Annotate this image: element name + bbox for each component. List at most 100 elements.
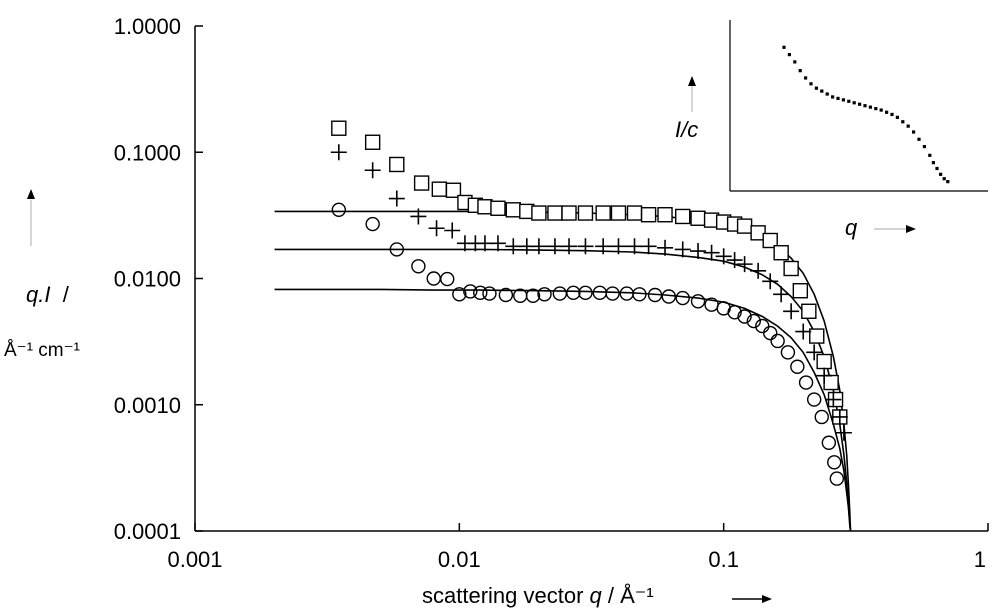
y-axis-arrow xyxy=(27,189,35,246)
x-tick-label: 0.01 xyxy=(438,547,481,572)
square-point xyxy=(816,353,832,370)
fit-curve xyxy=(274,288,852,532)
plus-point xyxy=(773,286,790,303)
inset-point xyxy=(809,82,813,86)
inset-point xyxy=(804,76,808,80)
square-point xyxy=(626,205,643,221)
square-point xyxy=(595,205,611,221)
circle-point xyxy=(482,286,497,301)
circle-point xyxy=(763,325,778,341)
circle-point xyxy=(661,289,676,304)
square-point xyxy=(610,205,627,221)
square-point xyxy=(736,218,753,234)
inset-point xyxy=(863,104,867,108)
square-point xyxy=(505,202,521,218)
plus-point xyxy=(626,238,643,255)
inset-point xyxy=(879,108,883,112)
circle-point xyxy=(592,285,608,301)
inset-y-axis-title: I/c xyxy=(675,117,698,142)
y-axis-symbol: q.I xyxy=(26,282,51,307)
plus-point xyxy=(736,256,753,273)
square-point xyxy=(762,232,778,249)
inset-point xyxy=(901,120,905,124)
circle-point xyxy=(770,333,785,349)
inset-point xyxy=(939,172,943,176)
inset-plot: I/c q xyxy=(675,20,988,240)
plus-point xyxy=(364,162,381,179)
plus-point xyxy=(726,252,743,269)
circle-point xyxy=(473,285,488,301)
circle-point xyxy=(365,216,380,232)
circle-point xyxy=(566,285,581,301)
circle-point xyxy=(552,286,568,301)
circle-point xyxy=(605,286,620,301)
square-point xyxy=(331,120,347,136)
main-plot: 0.0001 0.0010 0.0100 0.1000 1.0000 0.001 0.01… xyxy=(27,14,989,608)
circle-point xyxy=(829,471,845,486)
circle-point xyxy=(411,259,426,274)
x-ticks: 0.001 0.01 0.1 1 xyxy=(167,523,989,572)
square-point xyxy=(561,205,577,221)
inset-point xyxy=(814,86,818,90)
plus-point xyxy=(428,220,445,237)
inset-point xyxy=(906,124,910,128)
square-point xyxy=(577,205,594,221)
fit-curve xyxy=(274,248,852,532)
inset-point xyxy=(890,112,894,117)
square-point xyxy=(364,134,381,150)
plus-point xyxy=(657,239,674,256)
circle-point xyxy=(463,284,478,299)
plus-point xyxy=(690,243,707,260)
square-point xyxy=(773,245,789,261)
plus-point xyxy=(783,303,800,320)
square-point xyxy=(531,205,547,221)
plus-point xyxy=(674,241,691,258)
x-axis-arrow xyxy=(732,595,772,603)
inset-point xyxy=(935,166,939,171)
inset-point xyxy=(895,115,899,119)
y-axis-title: q.I / xyxy=(26,282,69,307)
square-point xyxy=(547,205,563,221)
fit-curves xyxy=(274,210,852,532)
square-point xyxy=(413,175,430,191)
circle-point xyxy=(525,288,541,303)
square-point xyxy=(809,328,825,344)
x-tick-label: 0.001 xyxy=(167,547,222,572)
y-tick-label: 0.0100 xyxy=(114,267,181,292)
plus-point xyxy=(750,262,767,279)
data-points xyxy=(330,120,852,486)
x-axis-title: scattering vector q / Å⁻¹ xyxy=(422,583,654,608)
square-point xyxy=(640,207,657,223)
square-point xyxy=(690,210,706,226)
y-tick-label: 0.0001 xyxy=(114,519,181,544)
circle-point xyxy=(647,287,663,303)
circle-point xyxy=(790,359,805,374)
plus-point xyxy=(410,208,427,225)
plus-point xyxy=(561,238,578,255)
plus-point xyxy=(703,244,720,261)
inset-point xyxy=(798,69,802,73)
inset-point xyxy=(841,98,845,102)
inset-point xyxy=(787,53,791,57)
inset-point xyxy=(946,180,950,184)
inset-point xyxy=(825,92,829,96)
square-point xyxy=(490,200,506,216)
inset-point xyxy=(885,110,889,114)
circle-point xyxy=(806,392,822,407)
inset-point xyxy=(831,95,835,99)
circle-point xyxy=(746,313,761,329)
circle-point xyxy=(389,242,404,257)
inset-point xyxy=(868,105,872,109)
x-tick-label: 0.1 xyxy=(708,547,739,572)
plus-point xyxy=(825,391,842,408)
inset-point xyxy=(852,101,856,105)
square-point xyxy=(783,260,799,277)
y-tick-label: 1.0000 xyxy=(114,14,181,39)
plus-point xyxy=(806,344,823,361)
inset-point xyxy=(793,60,797,64)
inset-point xyxy=(782,45,786,49)
plus-point xyxy=(546,238,563,255)
circle-point xyxy=(578,285,593,301)
circle-point xyxy=(821,435,837,450)
